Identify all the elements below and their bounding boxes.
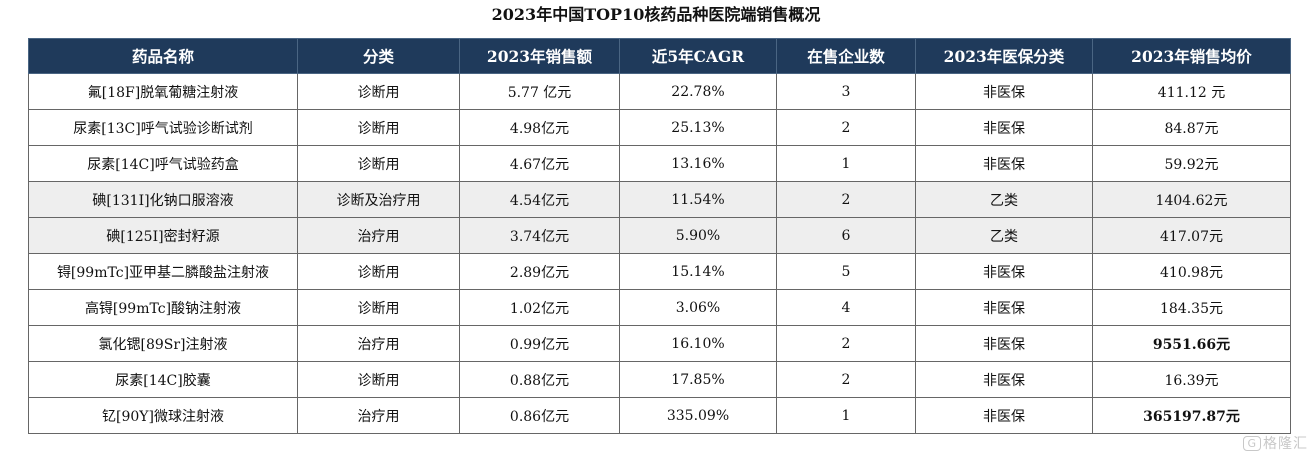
- drug-name-cell: 尿素[13C]呼气试验诊断试剂: [28, 109, 298, 146]
- table-row: 氟[18F]脱氧葡糖注射液 诊断用 5.77 亿元 22.78% 3 非医保 4…: [28, 73, 1291, 110]
- sales-cell: 0.86亿元: [459, 397, 620, 434]
- drug-name-cell: 尿素[14C]呼气试验药盒: [28, 145, 298, 182]
- drug-name-cell: 氟[18F]脱氧葡糖注射液: [28, 73, 298, 110]
- companies-cell: 1: [776, 397, 916, 434]
- insurance-cell: 非医保: [915, 253, 1093, 290]
- cagr-cell: 25.13%: [619, 109, 777, 146]
- price-cell: 59.92元: [1092, 145, 1291, 182]
- table-row: 锝[99mTc]亚甲基二膦酸盐注射液 诊断用 2.89亿元 15.14% 5 非…: [28, 253, 1291, 290]
- drug-name-cell: 尿素[14C]胶囊: [28, 361, 298, 398]
- watermark-text: 格隆汇: [1263, 436, 1308, 452]
- column-header-cagr: 近5年CAGR: [619, 38, 777, 74]
- cagr-cell: 3.06%: [619, 289, 777, 326]
- table-title: 2023年中国TOP10核药品种医院端销售概况: [491, 5, 821, 24]
- sales-cell: 1.02亿元: [459, 289, 620, 326]
- price-cell: 184.35元: [1092, 289, 1291, 326]
- cagr-cell: 22.78%: [619, 73, 777, 110]
- insurance-cell: 乙类: [915, 181, 1093, 218]
- price-cell: 410.98元: [1092, 253, 1291, 290]
- cagr-cell: 335.09%: [619, 397, 777, 434]
- category-cell: 治疗用: [297, 325, 460, 362]
- companies-cell: 2: [776, 181, 916, 218]
- price-cell: 1404.62元: [1092, 181, 1291, 218]
- price-cell: 9551.66元: [1092, 325, 1291, 362]
- drug-name-cell: 碘[125I]密封籽源: [28, 217, 298, 254]
- category-cell: 治疗用: [297, 217, 460, 254]
- insurance-cell: 乙类: [915, 217, 1093, 254]
- insurance-cell: 非医保: [915, 325, 1093, 362]
- companies-cell: 2: [776, 361, 916, 398]
- price-cell: 365197.87元: [1092, 397, 1291, 434]
- sales-cell: 0.99亿元: [459, 325, 620, 362]
- table-row: 碘[125I]密封籽源 治疗用 3.74亿元 5.90% 6 乙类 417.07…: [28, 217, 1291, 254]
- drug-name-cell: 钇[90Y]微球注射液: [28, 397, 298, 434]
- category-cell: 诊断及治疗用: [297, 181, 460, 218]
- insurance-cell: 非医保: [915, 109, 1093, 146]
- category-cell: 诊断用: [297, 289, 460, 326]
- insurance-cell: 非医保: [915, 73, 1093, 110]
- drug-name-cell: 碘[131I]化钠口服溶液: [28, 181, 298, 218]
- price-cell: 84.87元: [1092, 109, 1291, 146]
- sales-cell: 4.98亿元: [459, 109, 620, 146]
- cagr-cell: 16.10%: [619, 325, 777, 362]
- drug-name-cell: 高锝[99mTc]酸钠注射液: [28, 289, 298, 326]
- table-row: 高锝[99mTc]酸钠注射液 诊断用 1.02亿元 3.06% 4 非医保 18…: [28, 289, 1291, 326]
- drug-name-cell: 氯化锶[89Sr]注射液: [28, 325, 298, 362]
- sales-cell: 5.77 亿元: [459, 73, 620, 110]
- price-cell: 411.12 元: [1092, 73, 1291, 110]
- column-header-companies: 在售企业数: [776, 38, 916, 74]
- drug-name-cell: 锝[99mTc]亚甲基二膦酸盐注射液: [28, 253, 298, 290]
- sales-cell: 2.89亿元: [459, 253, 620, 290]
- companies-cell: 2: [776, 325, 916, 362]
- insurance-cell: 非医保: [915, 361, 1093, 398]
- sales-cell: 0.88亿元: [459, 361, 620, 398]
- companies-cell: 2: [776, 109, 916, 146]
- cagr-cell: 17.85%: [619, 361, 777, 398]
- table-row: 尿素[14C]呼气试验药盒 诊断用 4.67亿元 13.16% 1 非医保 59…: [28, 145, 1291, 182]
- column-header-price: 2023年销售均价: [1092, 38, 1291, 74]
- companies-cell: 3: [776, 73, 916, 110]
- table-row: 尿素[14C]胶囊 诊断用 0.88亿元 17.85% 2 非医保 16.39元: [28, 361, 1291, 398]
- category-cell: 诊断用: [297, 253, 460, 290]
- sales-cell: 4.67亿元: [459, 145, 620, 182]
- companies-cell: 4: [776, 289, 916, 326]
- column-header-drug-name: 药品名称: [28, 38, 298, 74]
- companies-cell: 1: [776, 145, 916, 182]
- header-row: 药品名称 分类 2023年销售额 近5年CAGR 在售企业数 2023年医保分类…: [28, 38, 1291, 74]
- cagr-cell: 5.90%: [619, 217, 777, 254]
- category-cell: 诊断用: [297, 109, 460, 146]
- price-cell: 16.39元: [1092, 361, 1291, 398]
- table-row: 钇[90Y]微球注射液 治疗用 0.86亿元 335.09% 1 非医保 365…: [28, 397, 1291, 434]
- column-header-category: 分类: [297, 38, 460, 74]
- insurance-cell: 非医保: [915, 289, 1093, 326]
- logo-badge-icon: G: [1243, 436, 1261, 451]
- cagr-cell: 11.54%: [619, 181, 777, 218]
- sales-table: 药品名称 分类 2023年销售额 近5年CAGR 在售企业数 2023年医保分类…: [28, 38, 1291, 434]
- cagr-cell: 13.16%: [619, 145, 777, 182]
- companies-cell: 5: [776, 253, 916, 290]
- category-cell: 诊断用: [297, 361, 460, 398]
- table-row: 氯化锶[89Sr]注射液 治疗用 0.99亿元 16.10% 2 非医保 955…: [28, 325, 1291, 362]
- column-header-insurance: 2023年医保分类: [915, 38, 1093, 74]
- sales-cell: 4.54亿元: [459, 181, 620, 218]
- category-cell: 诊断用: [297, 145, 460, 182]
- insurance-cell: 非医保: [915, 397, 1093, 434]
- table-row: 碘[131I]化钠口服溶液 诊断及治疗用 4.54亿元 11.54% 2 乙类 …: [28, 181, 1291, 218]
- category-cell: 治疗用: [297, 397, 460, 434]
- sales-cell: 3.74亿元: [459, 217, 620, 254]
- column-header-sales: 2023年销售额: [459, 38, 620, 74]
- cagr-cell: 15.14%: [619, 253, 777, 290]
- companies-cell: 6: [776, 217, 916, 254]
- insurance-cell: 非医保: [915, 145, 1093, 182]
- price-cell: 417.07元: [1092, 217, 1291, 254]
- watermark-logo: G 格隆汇: [1243, 433, 1308, 453]
- table-row: 尿素[13C]呼气试验诊断试剂 诊断用 4.98亿元 25.13% 2 非医保 …: [28, 109, 1291, 146]
- category-cell: 诊断用: [297, 73, 460, 110]
